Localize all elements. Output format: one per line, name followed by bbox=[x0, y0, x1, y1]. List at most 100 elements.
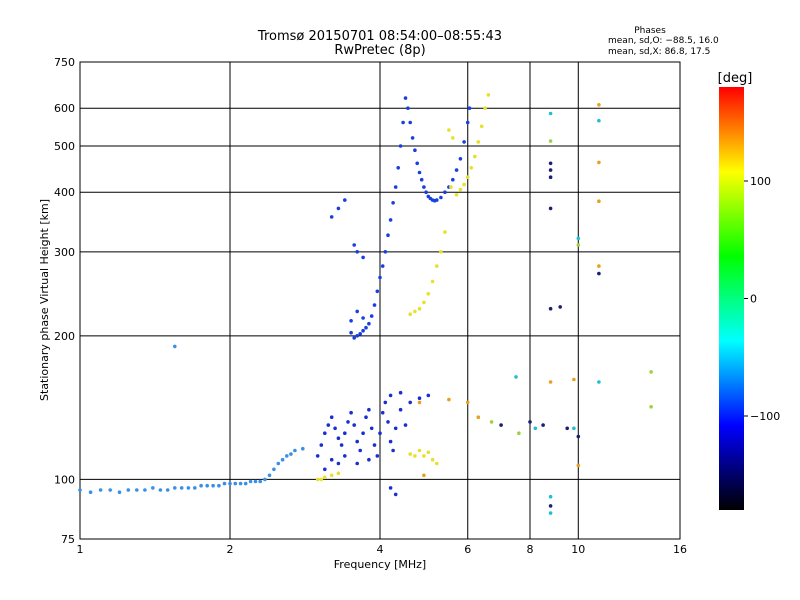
data-point bbox=[422, 300, 426, 305]
data-point bbox=[473, 154, 477, 159]
data-point bbox=[361, 316, 365, 320]
data-point bbox=[393, 185, 398, 189]
x-tick-label: 4 bbox=[377, 543, 384, 556]
data-point bbox=[375, 454, 380, 458]
data-point bbox=[343, 431, 347, 436]
data-point bbox=[267, 473, 272, 478]
data-point bbox=[319, 477, 324, 482]
x-tick-labels: 1 2 4 6 8 10 16 bbox=[77, 543, 688, 556]
data-point bbox=[285, 454, 289, 458]
data-point bbox=[439, 250, 443, 254]
data-point bbox=[358, 448, 363, 453]
data-point bbox=[388, 486, 393, 490]
data-point bbox=[476, 415, 481, 420]
data-point bbox=[329, 473, 334, 478]
chart-title: Tromsø 20150701 08:54:00–08:55:43 bbox=[257, 29, 502, 44]
data-point bbox=[435, 264, 439, 268]
data-point bbox=[355, 461, 360, 466]
data-point bbox=[211, 483, 215, 488]
data-point bbox=[597, 103, 601, 107]
data-point bbox=[576, 236, 581, 241]
data-point bbox=[329, 215, 334, 219]
data-point bbox=[649, 405, 653, 409]
data-point bbox=[548, 494, 553, 499]
data-point bbox=[361, 328, 365, 333]
data-point bbox=[576, 243, 581, 247]
x-tick-label: 1 bbox=[77, 543, 84, 556]
data-point bbox=[380, 264, 385, 268]
data-point bbox=[369, 314, 374, 318]
data-point bbox=[253, 479, 258, 484]
data-point bbox=[126, 488, 131, 492]
data-point bbox=[238, 481, 243, 486]
data-point bbox=[391, 448, 395, 453]
data-point bbox=[572, 377, 576, 382]
data-point bbox=[541, 423, 545, 427]
phase-stats-o: mean, sd,O: −88.5, 16.0 bbox=[608, 36, 719, 46]
data-point bbox=[339, 443, 344, 447]
data-point bbox=[293, 448, 297, 453]
data-point bbox=[352, 423, 357, 427]
data-point bbox=[263, 477, 267, 482]
data-point bbox=[151, 486, 155, 490]
data-point bbox=[367, 321, 371, 326]
data-point bbox=[361, 431, 365, 436]
data-point bbox=[426, 292, 431, 296]
data-point bbox=[597, 160, 601, 165]
data-point bbox=[548, 111, 553, 116]
data-point bbox=[388, 393, 393, 398]
phase-stats-x: mean, sd,X: 86.8, 17.5 bbox=[608, 47, 710, 57]
data-point bbox=[426, 393, 431, 398]
data-point bbox=[479, 124, 484, 129]
data-point bbox=[417, 396, 422, 401]
data-point bbox=[186, 486, 191, 490]
y-tick-label: 750 bbox=[54, 56, 75, 69]
x-tick-label: 6 bbox=[464, 543, 471, 556]
grid-lines bbox=[80, 62, 680, 539]
data-point bbox=[378, 275, 382, 280]
data-point bbox=[417, 400, 422, 405]
data-point bbox=[323, 467, 327, 472]
y-axis-label: Stationary phase Virtual Height [km] bbox=[38, 199, 51, 401]
data-point bbox=[367, 407, 371, 412]
data-point bbox=[398, 407, 403, 412]
data-point bbox=[558, 305, 562, 309]
data-point bbox=[355, 250, 360, 254]
data-point bbox=[336, 471, 341, 476]
data-point bbox=[248, 479, 253, 484]
data-point bbox=[467, 106, 472, 110]
data-point bbox=[548, 504, 553, 508]
data-point bbox=[417, 448, 422, 453]
data-point bbox=[597, 118, 601, 123]
data-point bbox=[410, 136, 415, 140]
data-point bbox=[489, 420, 494, 424]
data-point bbox=[243, 481, 248, 486]
data-point bbox=[336, 461, 341, 466]
data-point bbox=[386, 420, 390, 424]
data-point bbox=[528, 420, 532, 424]
data-point bbox=[398, 390, 403, 395]
data-point bbox=[572, 426, 576, 431]
data-point bbox=[388, 218, 393, 222]
data-point bbox=[514, 375, 518, 379]
data-point bbox=[388, 439, 393, 444]
data-point bbox=[454, 193, 459, 197]
y-tick-label: 300 bbox=[54, 246, 75, 259]
data-point bbox=[355, 439, 360, 444]
data-point bbox=[408, 312, 413, 317]
y-tick-label: 500 bbox=[54, 140, 75, 153]
data-point bbox=[173, 344, 177, 349]
data-point bbox=[415, 161, 420, 166]
data-point bbox=[458, 187, 463, 192]
data-point bbox=[333, 426, 337, 431]
colorbar-label: [deg] bbox=[718, 71, 753, 86]
data-point bbox=[398, 144, 403, 148]
data-point bbox=[413, 309, 417, 314]
data-point bbox=[222, 481, 227, 486]
data-point bbox=[352, 243, 357, 247]
data-point bbox=[597, 271, 601, 276]
data-point bbox=[422, 473, 426, 478]
data-point bbox=[426, 450, 431, 455]
y-tick-label: 600 bbox=[54, 102, 75, 115]
